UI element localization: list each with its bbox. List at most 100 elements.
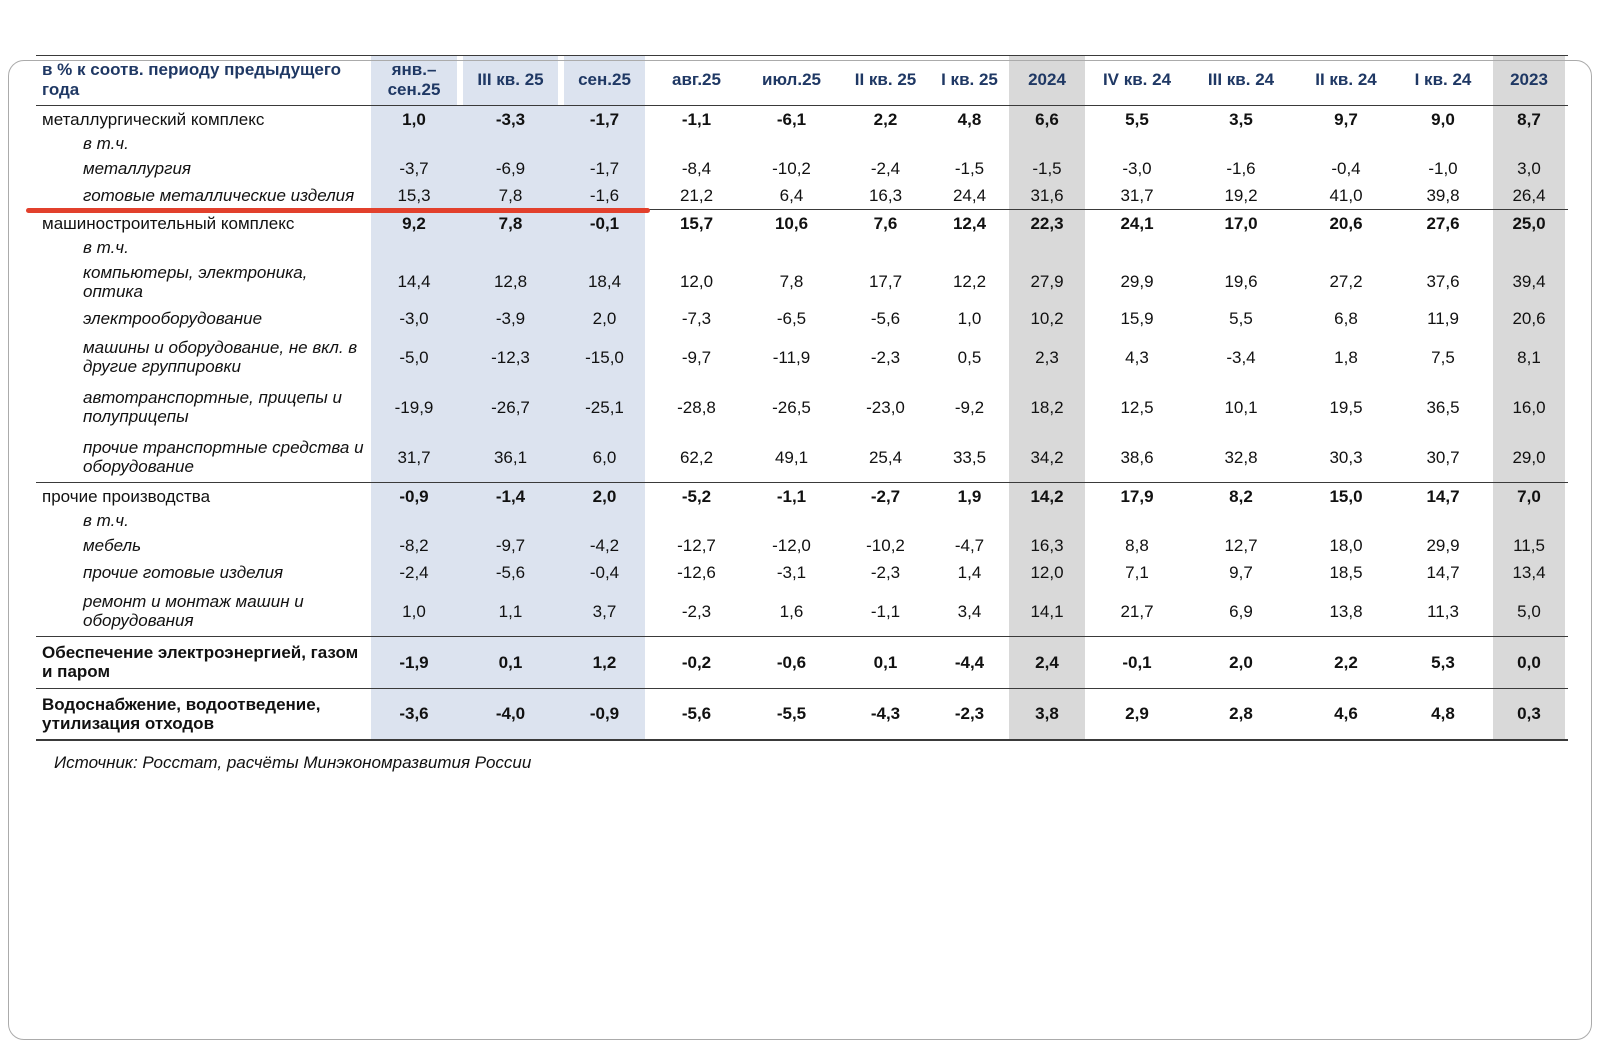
- cell: 1,4: [957, 563, 982, 583]
- cell: 10,2: [1006, 305, 1088, 333]
- cell: 7,1: [1125, 563, 1149, 583]
- cell: 29,9: [1120, 272, 1154, 292]
- cell: 36,5: [1426, 397, 1460, 417]
- cell: [648, 237, 745, 259]
- cell: -5,6: [870, 309, 901, 329]
- cell: -0,9: [561, 687, 648, 741]
- table-row: металлургический комплекс 1,0 -3,3 -1,7 -1,1…: [36, 105, 1568, 133]
- cell: 11,5: [1490, 532, 1568, 560]
- cell: -6,5: [776, 309, 807, 329]
- cell: [1296, 510, 1396, 532]
- cell: 16,3: [868, 185, 903, 205]
- cell: -2,3: [933, 687, 1006, 741]
- cell: 18,2: [1006, 382, 1088, 433]
- cell: 17,0: [1186, 208, 1296, 237]
- cell: [838, 133, 933, 155]
- cell: [1490, 510, 1568, 533]
- row-label: мебель: [83, 536, 142, 556]
- row-label: машиностроительный комплекс: [36, 208, 368, 237]
- cell: -2,4: [368, 559, 460, 587]
- cell: [838, 510, 933, 532]
- cell: 15,9: [1120, 309, 1154, 329]
- cell: [1490, 236, 1568, 259]
- row-label: прочие готовые изделия: [83, 563, 284, 583]
- cell: -3,9: [460, 305, 561, 333]
- cell: 7,8: [460, 208, 561, 237]
- cell: -15,0: [561, 332, 648, 383]
- row-label: в т.ч.: [83, 511, 129, 531]
- cell: [1396, 237, 1490, 259]
- cell: -2,7: [838, 482, 933, 510]
- cell: [1186, 510, 1296, 532]
- cell: 18,0: [1329, 536, 1363, 556]
- cell: -3,3: [460, 105, 561, 133]
- cell: -7,3: [681, 309, 712, 329]
- cell: 49,1: [774, 447, 809, 467]
- cell: 8,7: [1490, 105, 1568, 133]
- cell: 5,5: [1125, 109, 1149, 129]
- column-header: IV кв. 24: [1088, 55, 1186, 106]
- cell: 4,8: [957, 109, 982, 129]
- cell: -2,3: [870, 347, 901, 367]
- table-row: в т.ч.: [36, 132, 1568, 155]
- cell: -23,0: [866, 397, 905, 417]
- cell: -28,8: [677, 397, 716, 417]
- table-row: в т.ч.: [36, 236, 1568, 259]
- cell: 19,2: [1224, 185, 1258, 205]
- cell: 6,8: [1334, 309, 1358, 329]
- cell: 0,1: [838, 636, 933, 687]
- table-row: прочие транспортные средства и оборудова…: [36, 432, 1568, 483]
- cell: [1396, 510, 1490, 532]
- cell: [648, 133, 745, 155]
- cell: -5,5: [745, 687, 838, 741]
- cell: 6,0: [561, 432, 648, 483]
- cell: -2,4: [870, 158, 901, 178]
- source-note: Источник: Росстат, расчёты Минэкономразв…: [54, 752, 532, 772]
- cell: 12,0: [1006, 559, 1088, 587]
- cell: -3,4: [1226, 347, 1256, 367]
- cell: -11,9: [772, 347, 811, 367]
- production-table: в % к соотв. периоду предыдущего года янв…: [26, 55, 1568, 741]
- cell: 9,7: [1229, 563, 1253, 583]
- cell: 14,4: [368, 258, 460, 306]
- cell: [933, 133, 1006, 155]
- cell: [561, 510, 648, 533]
- cell: 3,8: [1006, 687, 1088, 741]
- cell: 62,2: [679, 447, 714, 467]
- cell: -4,3: [838, 687, 933, 741]
- cell: 33,5: [952, 447, 987, 467]
- row-label: готовые металлические изделия: [26, 182, 650, 213]
- cell: [561, 236, 648, 259]
- cell: -5,0: [368, 332, 460, 383]
- cell: -0,9: [368, 482, 460, 511]
- cell: 14,1: [1006, 586, 1088, 637]
- cell: [1296, 237, 1396, 259]
- cell: 9,2: [368, 208, 460, 237]
- cell: -5,6: [648, 687, 745, 741]
- table-row: мебель -8,2 -9,7 -4,2 -12,7 -12,0 -10,2 -4,7 16,…: [36, 532, 1568, 560]
- cell: 0,5: [957, 347, 982, 367]
- cell: -0,1: [561, 208, 648, 237]
- row-label: Водоснабжение, водоотведение, утилизация…: [36, 687, 368, 741]
- cell: 15,3: [368, 181, 460, 209]
- cell: 37,6: [1426, 272, 1460, 292]
- cell: 24,4: [952, 185, 987, 205]
- cell: 5,0: [1490, 586, 1568, 637]
- cell: 1,9: [933, 482, 1006, 510]
- cell: 19,6: [1224, 272, 1258, 292]
- table-title: в % к соотв. периоду предыдущего года: [36, 55, 368, 106]
- cell: [1006, 132, 1088, 155]
- column-header: 2024: [1006, 55, 1088, 106]
- cell: 24,1: [1088, 208, 1186, 237]
- cell: 20,6: [1490, 305, 1568, 333]
- cell: -0,2: [648, 636, 745, 687]
- cell: -12,3: [460, 332, 561, 383]
- table-row: прочие производства -0,9 -1,4 2,0 -5,2 -1,1 -2…: [36, 482, 1568, 511]
- cell: -1,9: [368, 636, 460, 688]
- cell: 1,0: [368, 586, 460, 637]
- cell: 5,3: [1396, 636, 1490, 687]
- table-row: электрооборудование -3,0 -3,9 2,0 -7,3 -6,5 -5…: [36, 305, 1568, 333]
- row-label: электрооборудование: [83, 309, 263, 329]
- cell: 20,6: [1296, 208, 1396, 237]
- cell: 6,6: [1006, 105, 1088, 133]
